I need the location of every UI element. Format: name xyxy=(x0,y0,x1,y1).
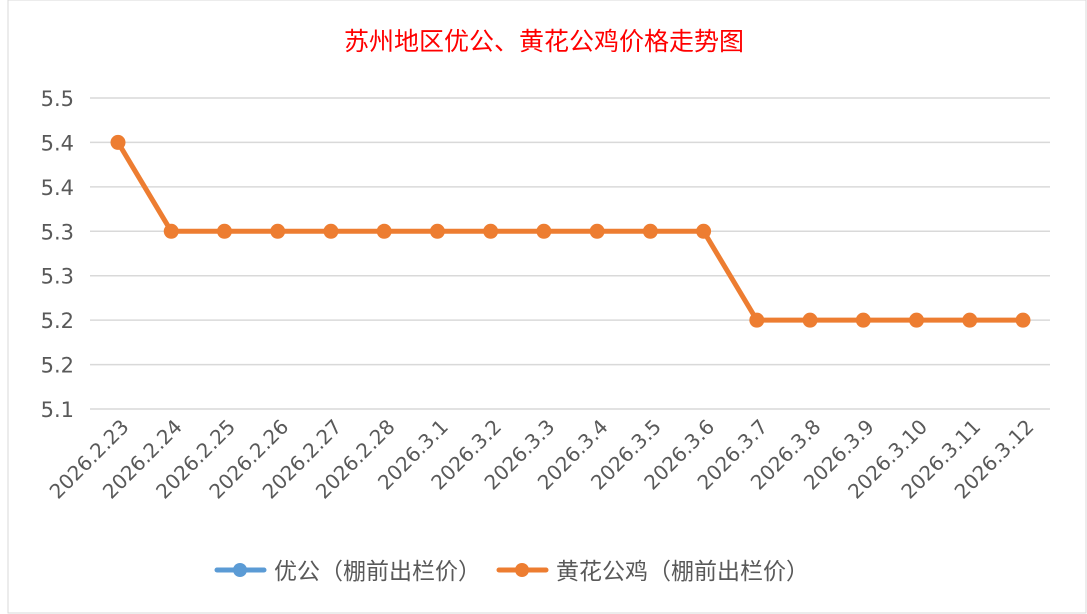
data-point xyxy=(163,223,179,239)
data-point xyxy=(483,223,499,239)
data-point xyxy=(270,223,286,239)
data-point xyxy=(696,223,712,239)
y-tick-label: 5.1 xyxy=(41,398,74,422)
legend-marker xyxy=(233,563,247,577)
data-point xyxy=(110,134,126,150)
chart-area xyxy=(7,0,1087,614)
data-point xyxy=(216,223,232,239)
y-tick-label: 5.2 xyxy=(41,354,74,378)
y-tick-label: 5.2 xyxy=(41,309,74,333)
data-point xyxy=(909,312,925,328)
data-point xyxy=(429,223,445,239)
data-point xyxy=(589,223,605,239)
data-point xyxy=(802,312,818,328)
legend-marker xyxy=(515,563,529,577)
data-point xyxy=(962,312,978,328)
data-point xyxy=(855,312,871,328)
data-point xyxy=(1015,312,1031,328)
y-tick-label: 5.5 xyxy=(41,87,74,111)
legend-label: 黄花公鸡（棚前出栏价） xyxy=(556,559,809,585)
data-point xyxy=(376,223,392,239)
chart-title: 苏州地区优公、黄花公鸡价格走势图 xyxy=(344,27,744,56)
series-line xyxy=(115,141,1023,323)
data-point xyxy=(323,223,339,239)
legend-label: 优公（棚前出栏价） xyxy=(274,559,481,585)
data-point xyxy=(749,312,765,328)
y-tick-label: 5.4 xyxy=(41,131,74,155)
data-point xyxy=(536,223,552,239)
y-tick-label: 5.4 xyxy=(41,176,74,200)
data-point xyxy=(642,223,658,239)
y-tick-label: 5.3 xyxy=(41,220,74,244)
y-tick-label: 5.3 xyxy=(41,265,74,289)
